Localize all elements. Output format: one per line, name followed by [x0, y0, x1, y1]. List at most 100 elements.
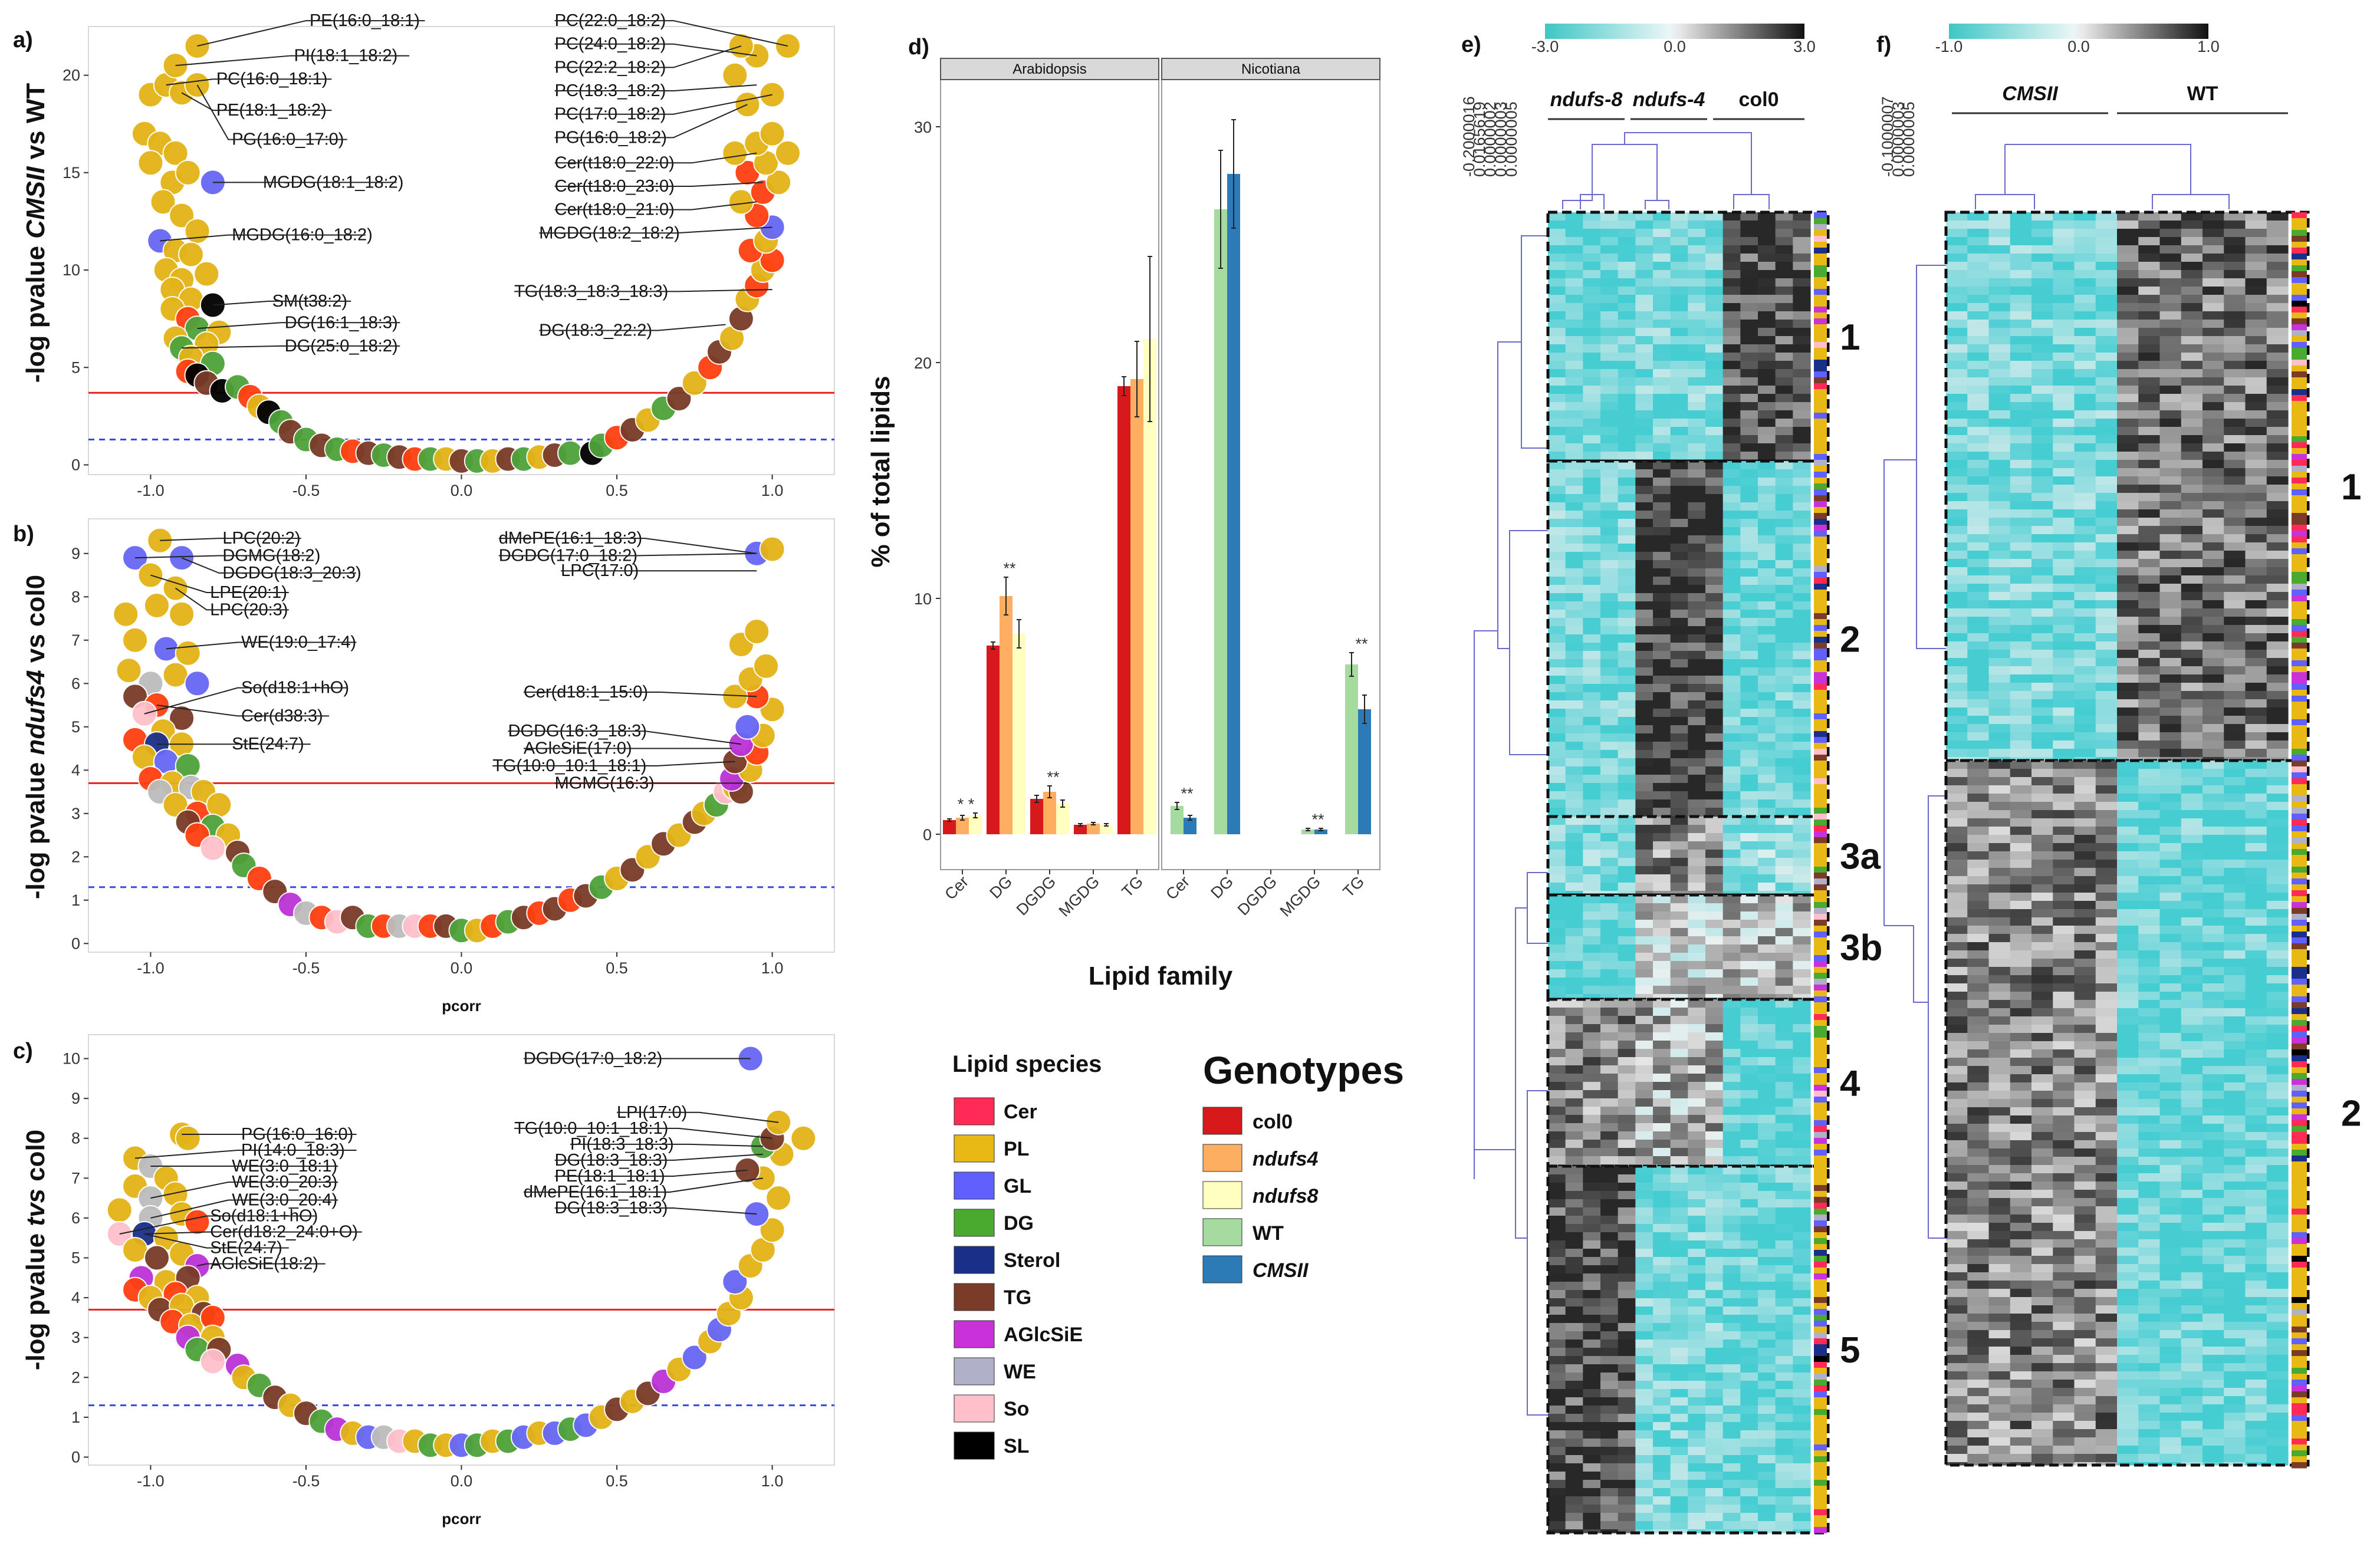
heatmap-cell [1775, 270, 1793, 279]
heatmap-cell [2159, 868, 2182, 877]
row-annotation-cell [1814, 590, 1827, 596]
heatmap-cell [2203, 917, 2224, 926]
heatmap-cell [1740, 1373, 1758, 1381]
heatmap-cell [1688, 344, 1706, 353]
heatmap-cell [2074, 584, 2096, 593]
heatmap-cell [1722, 1488, 1741, 1497]
heatmap-cell [2053, 777, 2075, 786]
heatmap-cell [1618, 659, 1636, 668]
heatmap-cell [1670, 1082, 1688, 1091]
heatmap-cell [1583, 212, 1601, 221]
heatmap-cell [1705, 1282, 1724, 1291]
row-annotation-cell [1814, 295, 1827, 301]
heatmap-cell [1705, 560, 1724, 569]
annotation-leader [160, 234, 366, 242]
heatmap-cell [1548, 1166, 1566, 1175]
heatmap-cell [1705, 1107, 1724, 1115]
heatmap-cell [1600, 328, 1619, 337]
heatmap-cell [2159, 757, 2182, 761]
heatmap-cell [1740, 1240, 1758, 1249]
heatmap-cell [1705, 969, 1724, 978]
heatmap-cell [1635, 443, 1653, 452]
heatmap-cell [2138, 625, 2161, 634]
heatmap-cell [1565, 1331, 1583, 1340]
heatmap-cell [2245, 884, 2267, 893]
heatmap-cell [2053, 229, 2075, 238]
heatmap-cell [1740, 435, 1758, 444]
heatmap-cell [1600, 1422, 1619, 1431]
heatmap-cell [1705, 344, 1724, 353]
heatmap-cell [1583, 1406, 1601, 1414]
heatmap-cell [2053, 336, 2075, 345]
heatmap-cell [1583, 527, 1601, 536]
row-annotation-cell [1814, 1450, 1827, 1457]
heatmap-cell [1688, 1273, 1706, 1282]
heatmap-cell [1775, 1156, 1793, 1165]
heatmap-cell [1565, 1232, 1583, 1241]
data-point [790, 1125, 817, 1151]
heatmap-cell [1565, 1472, 1583, 1480]
heatmap-cell [1758, 1439, 1776, 1447]
row-annotation-cell [1814, 560, 1827, 567]
heatmap-cell [1946, 950, 1968, 959]
heatmap-cell [1548, 1082, 1566, 1091]
heatmap-cell [2053, 666, 2075, 675]
heatmap-cell [2053, 419, 2075, 427]
heatmap-cell [1722, 1074, 1741, 1082]
heatmap-cell [2181, 851, 2203, 860]
heatmap-cell [2074, 909, 2096, 918]
heatmap-cell [1688, 1174, 1706, 1183]
heatmap-cell [2095, 761, 2118, 769]
heatmap-cell [1793, 1273, 1811, 1282]
heatmap-cell [1618, 825, 1636, 834]
heatmap-cell [2224, 245, 2246, 254]
heatmap-cell [1946, 262, 1968, 271]
heatmap-cell [1583, 717, 1601, 726]
heatmap-cell [1775, 1513, 1793, 1522]
heatmap-cell [1740, 618, 1758, 627]
heatmap-cell [1705, 758, 1724, 767]
heatmap-cell [1740, 1306, 1758, 1315]
heatmap-cell [2266, 724, 2289, 733]
heatmap-cell [1583, 1364, 1601, 1373]
heatmap-cell [1758, 511, 1776, 519]
heatmap-cell [1775, 1191, 1793, 1200]
heatmap-cell [2117, 468, 2139, 477]
panel-label: f) [1876, 32, 1891, 57]
heatmap-cell [1635, 527, 1653, 536]
heatmap-cell [1548, 369, 1566, 378]
row-annotation-cell [1814, 1403, 1827, 1410]
heatmap-cell [1705, 1340, 1724, 1348]
heatmap-cell [1670, 1521, 1688, 1530]
heatmap-cell [1688, 519, 1706, 528]
dendrogram-tick: -0.1000007 [1879, 96, 1896, 177]
heatmap-cell [2159, 716, 2182, 725]
heatmap-cell [1583, 667, 1601, 676]
heatmap-cell [1705, 220, 1724, 229]
heatmap-cell [1688, 427, 1706, 436]
heatmap-cell [1618, 808, 1636, 817]
heatmap-cell [2159, 526, 2182, 535]
row-annotation-cell [1814, 755, 1827, 761]
heatmap-cell [2203, 584, 2224, 593]
heatmap-cell [1670, 427, 1688, 436]
heatmap-cell [1670, 817, 1688, 825]
heatmap-cell [2266, 567, 2289, 576]
heatmap-cell [1670, 659, 1688, 668]
heatmap-cell [1946, 592, 1968, 601]
heatmap-cell [1548, 1257, 1566, 1266]
heatmap-cell [1653, 866, 1671, 875]
heatmap-cell [1740, 961, 1758, 970]
row-annotation-cell [1814, 1173, 1827, 1180]
heatmap-cell [1635, 560, 1653, 569]
heatmap-cell [1946, 827, 1968, 835]
heatmap-cell [1775, 1164, 1793, 1167]
heatmap-cell [2266, 344, 2289, 353]
heatmap-cell [2181, 761, 2203, 769]
heatmap-cell [1705, 643, 1724, 651]
heatmap-cell [2159, 1000, 2182, 1009]
heatmap-cell [1946, 794, 1968, 802]
heatmap-cell [1600, 883, 1619, 891]
heatmap-cell [1705, 229, 1724, 238]
heatmap-cell [1600, 766, 1619, 775]
